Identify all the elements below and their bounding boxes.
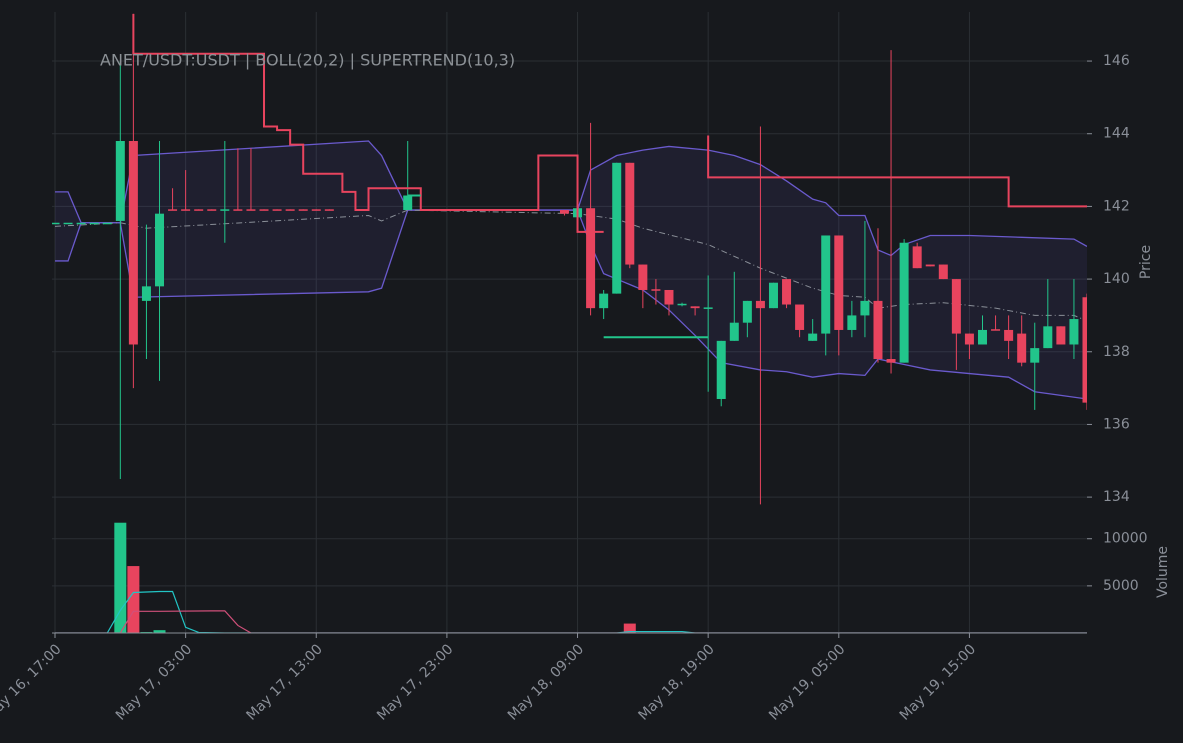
candle-body bbox=[1017, 333, 1027, 363]
candle-body bbox=[115, 140, 125, 221]
candle-body bbox=[207, 209, 217, 211]
candle-body bbox=[742, 300, 752, 323]
y-tick-label: 146 bbox=[1103, 53, 1130, 69]
candle-body bbox=[951, 279, 961, 334]
candle-body bbox=[977, 329, 987, 345]
candle-body bbox=[860, 300, 870, 316]
candle-body bbox=[703, 307, 713, 309]
candle-body bbox=[1056, 326, 1066, 345]
supertrend-line bbox=[132, 13, 604, 233]
candle-body bbox=[729, 322, 739, 341]
candle-body bbox=[233, 209, 243, 211]
candle-body bbox=[141, 286, 151, 301]
y-tick-label: 138 bbox=[1103, 344, 1130, 360]
candle-body bbox=[821, 235, 831, 334]
candle-body bbox=[586, 208, 596, 309]
candle-body bbox=[925, 264, 935, 267]
volume-ma-line bbox=[55, 590, 1087, 633]
candle-body bbox=[76, 222, 86, 225]
candle-body bbox=[612, 162, 622, 294]
candle-body bbox=[1069, 319, 1079, 345]
candle-body bbox=[938, 264, 948, 280]
volume-tick-label: 10000 bbox=[1103, 531, 1148, 547]
candle-body bbox=[625, 162, 635, 265]
candle-body bbox=[834, 235, 844, 330]
chart-title: ANET/USDT:USDT | BOLL(20,2) | SUPERTREND… bbox=[100, 51, 515, 70]
candle-body bbox=[285, 209, 295, 211]
supertrend-line bbox=[707, 135, 1087, 208]
candle-body bbox=[102, 222, 112, 225]
candle-body bbox=[89, 222, 99, 225]
candle-body bbox=[991, 329, 1001, 331]
candle-body bbox=[638, 264, 648, 290]
candle-body bbox=[259, 209, 269, 211]
y-tick-label: 142 bbox=[1103, 198, 1130, 214]
y-tick-label: 136 bbox=[1103, 416, 1130, 432]
candle-body bbox=[899, 242, 909, 363]
volume-tick-label: 5000 bbox=[1103, 578, 1139, 594]
volume-bar bbox=[127, 566, 140, 633]
candle-body bbox=[194, 209, 204, 211]
candle-body bbox=[664, 289, 674, 305]
candle-body bbox=[1043, 326, 1053, 349]
y-tick-label: 144 bbox=[1103, 126, 1130, 142]
candle-body bbox=[311, 209, 321, 211]
candle-body bbox=[847, 315, 857, 330]
candle-body bbox=[272, 209, 282, 211]
candle-body bbox=[964, 333, 974, 345]
y-axis-title: Price bbox=[1138, 245, 1154, 279]
band-fill bbox=[55, 140, 1087, 399]
boll-lower bbox=[55, 209, 1087, 400]
volume-bar bbox=[153, 630, 166, 633]
candle-body bbox=[1004, 329, 1014, 341]
candle-body bbox=[782, 279, 792, 305]
candle-body bbox=[403, 195, 413, 211]
candle-body bbox=[128, 140, 138, 345]
candle-body bbox=[1082, 297, 1087, 403]
volume-axis-title: Volume bbox=[1155, 546, 1171, 598]
candle-body bbox=[1030, 348, 1040, 363]
candle-body bbox=[63, 222, 73, 225]
candle-body bbox=[716, 340, 726, 399]
candle-body bbox=[886, 359, 896, 363]
candle-body bbox=[677, 303, 687, 306]
candle-body bbox=[298, 209, 308, 211]
candle-body bbox=[755, 300, 765, 309]
candle-body bbox=[168, 209, 178, 211]
volume-bar bbox=[623, 623, 636, 633]
candle-body bbox=[181, 209, 191, 211]
candle-body bbox=[873, 300, 883, 360]
candle-body bbox=[795, 304, 805, 330]
candle-body bbox=[246, 209, 256, 211]
y-tick-label: 134 bbox=[1103, 489, 1130, 505]
candle-body bbox=[768, 282, 778, 309]
candle-body bbox=[808, 333, 818, 341]
candle-body bbox=[651, 289, 661, 291]
candle-body bbox=[220, 209, 230, 211]
volume-ma-line bbox=[55, 610, 1087, 633]
candle-body bbox=[912, 246, 922, 269]
candle-body bbox=[559, 210, 569, 214]
candle-body bbox=[155, 213, 165, 287]
candle-body bbox=[52, 222, 60, 225]
y-tick-label: 140 bbox=[1103, 271, 1130, 287]
candle-body bbox=[324, 209, 334, 211]
candle-body bbox=[690, 306, 700, 309]
candle-body bbox=[599, 293, 609, 309]
